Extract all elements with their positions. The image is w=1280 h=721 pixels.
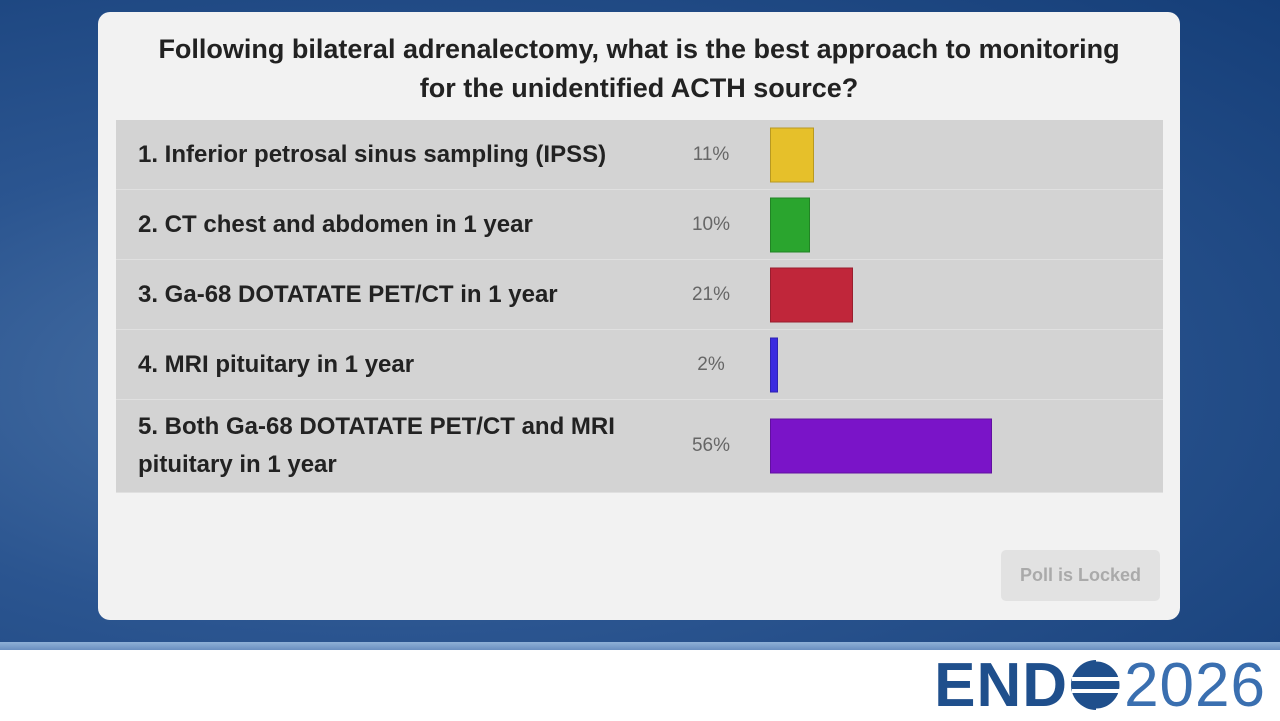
results: 1. Inferior petrosal sinus sampling (IPS… (116, 120, 1163, 493)
poll-question: Following bilateral adrenalectomy, what … (158, 34, 1120, 103)
percent-label: 21% (691, 283, 731, 305)
answer-row: 4. MRI pituitary in 1 year 2% (116, 330, 1163, 400)
globe-icon (1071, 658, 1123, 712)
answer-row: 5. Both Ga-68 DOTATATE PET/CT and MRI pi… (116, 400, 1163, 493)
answer-label: 5. Both Ga-68 DOTATATE PET/CT and MRI pi… (138, 413, 615, 478)
answer-row: 3. Ga-68 DOTATATE PET/CT in 1 year 21% (116, 260, 1163, 330)
logo-year: 2026 (1124, 650, 1266, 720)
answer-row: 1. Inferior petrosal sinus sampling (IPS… (116, 120, 1163, 190)
stripe (0, 642, 1280, 650)
percent-label: 56% (691, 435, 731, 456)
percent-label: 10% (691, 213, 731, 235)
percent-label: 2% (697, 353, 725, 375)
bar (770, 197, 810, 252)
bar (770, 337, 778, 392)
bar (770, 127, 814, 182)
poll-card: Following bilateral adrenalectomy, what … (98, 12, 1180, 620)
poll-locked-button[interactable]: Poll is Locked (1001, 550, 1160, 601)
bar (770, 267, 854, 322)
answer-label: 1. Inferior petrosal sinus sampling (IPS… (138, 140, 607, 168)
logo-text: END (934, 650, 1069, 720)
logo: END 2026 (934, 650, 1266, 720)
bar (770, 418, 992, 474)
answer-label: 4. MRI pituitary in 1 year (138, 350, 415, 378)
answer-label: 3. Ga-68 DOTATATE PET/CT in 1 year (138, 280, 558, 308)
answer-row: 2. CT chest and abdomen in 1 year 10% (116, 190, 1163, 260)
percent-label: 11% (692, 143, 730, 165)
answer-label: 2. CT chest and abdomen in 1 year (138, 210, 533, 238)
